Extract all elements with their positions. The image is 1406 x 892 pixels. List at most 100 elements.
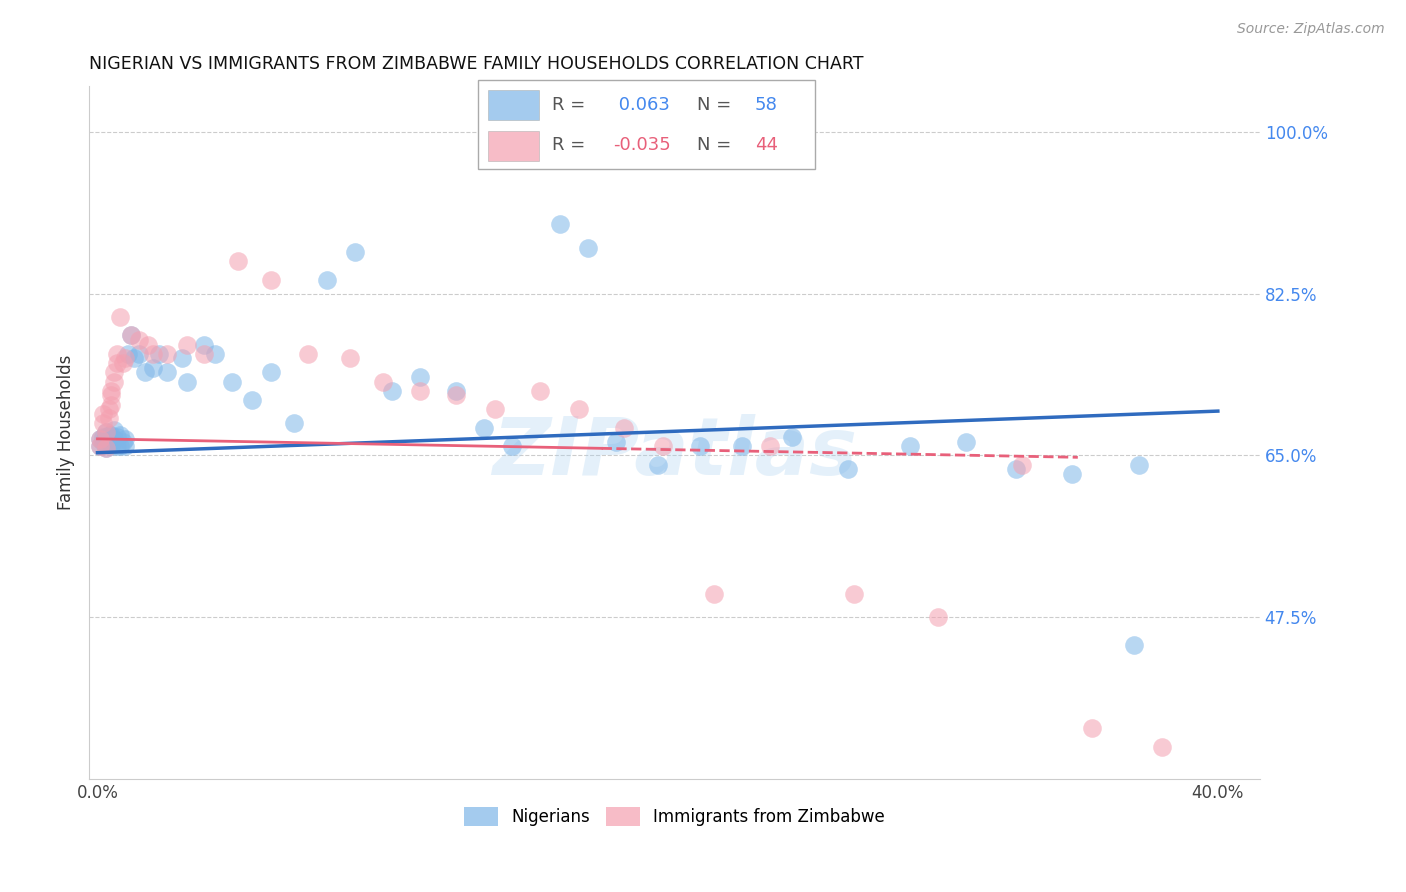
Point [122, 351, 145, 366]
Point [142, 347, 165, 361]
Point [103, 423, 125, 437]
Point [97, 411, 120, 425]
Point [117, 347, 139, 361]
Point [105, 347, 128, 361]
Point [100, 398, 122, 412]
Point [94, 425, 117, 440]
Point [111, 356, 134, 370]
Point [103, 365, 125, 379]
Point [605, 434, 627, 449]
Point [136, 337, 159, 351]
Point [204, 347, 226, 361]
Point [444, 388, 467, 402]
Point [898, 439, 921, 453]
Point [260, 365, 283, 379]
Point [142, 360, 165, 375]
Point [128, 347, 150, 361]
Point [114, 439, 136, 453]
Point [111, 434, 134, 449]
Point [240, 392, 263, 407]
Point [91, 434, 114, 449]
Point [94, 441, 117, 455]
Point [100, 388, 122, 402]
Point [91, 430, 114, 444]
Point [780, 430, 803, 444]
Text: N =: N = [697, 95, 731, 114]
Bar [488, 90, 538, 120]
Point [652, 439, 675, 453]
Point [134, 365, 156, 379]
Point [731, 439, 754, 453]
Point [221, 375, 243, 389]
Point [381, 384, 404, 398]
Point [344, 245, 367, 260]
Point [156, 365, 179, 379]
Point [108, 310, 131, 324]
Point [120, 328, 142, 343]
Text: 58: 58 [755, 95, 778, 114]
Point [176, 375, 198, 389]
FancyBboxPatch shape [478, 80, 815, 169]
Text: 44: 44 [755, 136, 778, 154]
Point [89, 432, 111, 446]
Point [373, 375, 395, 389]
Point [91, 407, 114, 421]
Point [94, 425, 117, 440]
Point [193, 337, 215, 351]
Point [1011, 458, 1033, 472]
Point [837, 462, 859, 476]
Point [114, 432, 136, 446]
Point [100, 384, 122, 398]
Text: R =: R = [553, 95, 585, 114]
Legend: Nigerians, Immigrants from Zimbabwe: Nigerians, Immigrants from Zimbabwe [457, 800, 891, 833]
Point [105, 356, 128, 370]
Bar [488, 131, 538, 161]
Point [108, 428, 131, 442]
Point [529, 384, 551, 398]
Point [613, 421, 636, 435]
Point [1150, 739, 1173, 754]
Point [842, 587, 865, 601]
Point [170, 351, 193, 366]
Point [226, 254, 249, 268]
Point [689, 439, 711, 453]
Point [1062, 467, 1084, 481]
Text: NIGERIAN VS IMMIGRANTS FROM ZIMBABWE FAMILY HOUSEHOLDS CORRELATION CHART: NIGERIAN VS IMMIGRANTS FROM ZIMBABWE FAM… [89, 55, 863, 73]
Point [120, 328, 142, 343]
Point [97, 434, 120, 449]
Point [193, 347, 215, 361]
Point [94, 441, 117, 455]
Point [568, 402, 591, 417]
Point [1122, 638, 1144, 652]
Text: Source: ZipAtlas.com: Source: ZipAtlas.com [1237, 22, 1385, 37]
Point [148, 347, 170, 361]
Point [103, 432, 125, 446]
Point [103, 375, 125, 389]
Point [89, 432, 111, 446]
Point [472, 421, 495, 435]
Y-axis label: Family Households: Family Households [58, 355, 75, 510]
Point [501, 439, 523, 453]
Point [94, 430, 117, 444]
Point [548, 218, 571, 232]
Point [105, 439, 128, 453]
Point [1128, 458, 1150, 472]
Text: R =: R = [553, 136, 585, 154]
Point [105, 430, 128, 444]
Point [955, 434, 977, 449]
Point [408, 384, 430, 398]
Point [89, 439, 111, 453]
Point [408, 370, 430, 384]
Point [1005, 462, 1028, 476]
Point [91, 416, 114, 430]
Point [927, 610, 949, 624]
Point [1081, 721, 1104, 735]
Point [283, 416, 305, 430]
Point [297, 347, 319, 361]
Point [128, 333, 150, 347]
Point [97, 402, 120, 417]
Point [89, 439, 111, 453]
Point [758, 439, 780, 453]
Point [156, 347, 179, 361]
Point [176, 337, 198, 351]
